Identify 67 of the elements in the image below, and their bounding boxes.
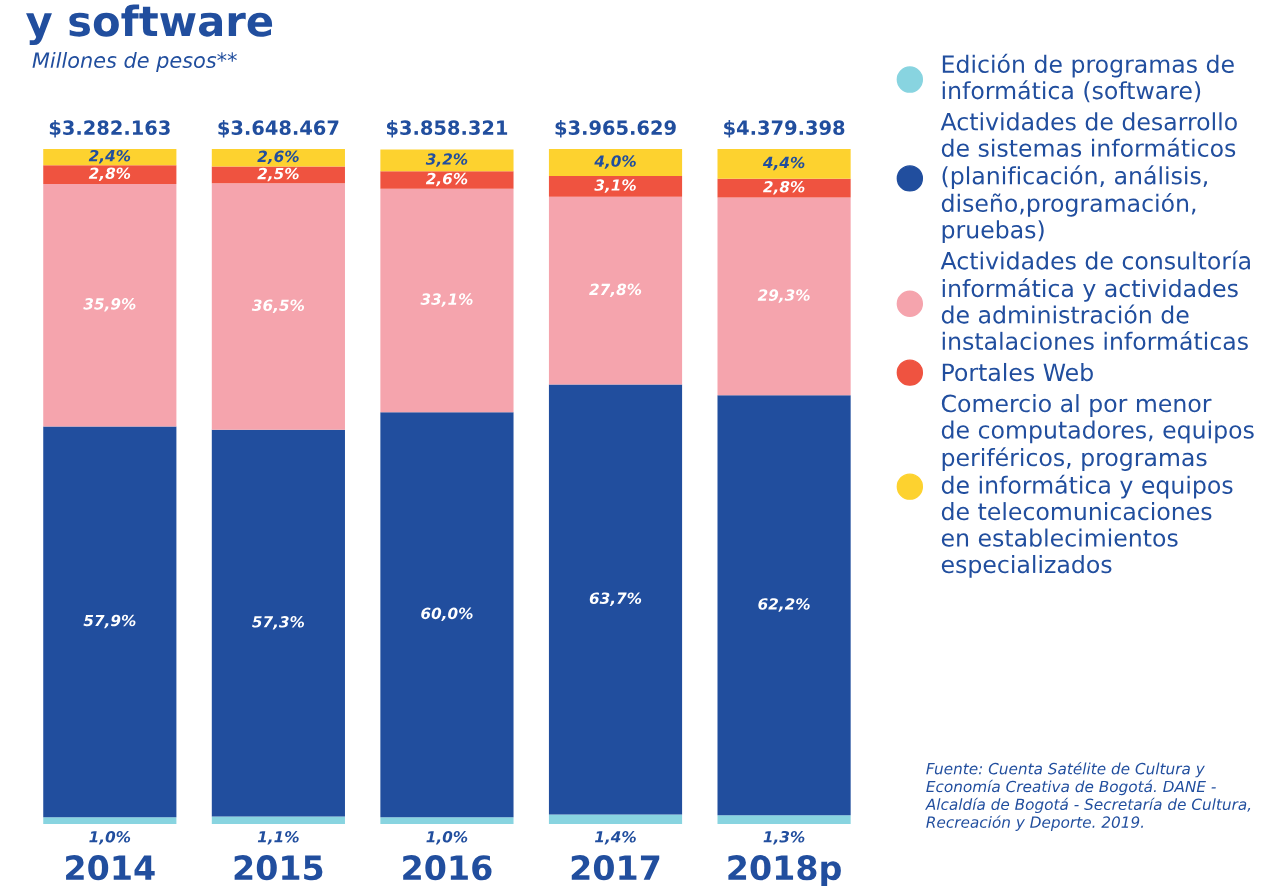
bar bbox=[43, 148, 177, 166]
bar bbox=[717, 815, 851, 824]
bar bbox=[717, 148, 851, 179]
data-label: 1,4% bbox=[594, 831, 636, 845]
data-label: 1,0% bbox=[89, 831, 131, 845]
data-label: 35,9% bbox=[83, 298, 136, 312]
bar bbox=[211, 183, 345, 430]
annotation: $4.379.398 bbox=[724, 119, 845, 138]
bar bbox=[43, 426, 177, 818]
legend-label: Portales Web bbox=[942, 362, 1093, 382]
bar bbox=[548, 196, 683, 385]
x-tick-label: 2015 bbox=[234, 855, 323, 881]
data-label: 57,9% bbox=[83, 614, 136, 629]
bar bbox=[380, 188, 514, 413]
bar bbox=[717, 197, 851, 396]
chart-subtitle: Millones de pesos** bbox=[32, 51, 237, 73]
data-label: 60,0% bbox=[421, 607, 473, 622]
data-label: 2,6% bbox=[425, 172, 468, 187]
data-label: 63,7% bbox=[589, 592, 642, 606]
data-label: 4,0% bbox=[594, 155, 636, 169]
bar bbox=[211, 816, 345, 824]
data-label: 57,3% bbox=[252, 616, 305, 630]
bar bbox=[380, 412, 514, 818]
bar bbox=[548, 148, 683, 176]
data-label: 2,5% bbox=[257, 167, 299, 182]
legend-label: Comercio al por menor de computadores, equipos periféricos, programas de informática y equipos de telecomunicaciones en establecimientos especializados bbox=[941, 394, 1254, 578]
data-label: 1,3% bbox=[763, 831, 805, 845]
legend-label: Edición de programas de informática (software) bbox=[942, 53, 1234, 103]
bar bbox=[548, 814, 683, 824]
data-label: 62,2% bbox=[758, 598, 810, 612]
x-tick-label: 2017 bbox=[571, 855, 660, 881]
legend-label: Actividades de desarrollo de sistemas informáticos (planificación, análisis, diseño,programación, pruebas) bbox=[940, 112, 1237, 244]
bar bbox=[43, 165, 177, 185]
data-label: 3,1% bbox=[594, 179, 636, 193]
legend-label: Actividades de consultoría informática y actividades de administración de instalaciones informáticas bbox=[940, 250, 1250, 351]
data-label: 3,2% bbox=[425, 153, 468, 167]
x-tick-label: 2014 bbox=[66, 855, 155, 881]
bar bbox=[380, 817, 514, 824]
data-label: 2,6% bbox=[257, 150, 299, 165]
data-label: 2,8% bbox=[88, 167, 131, 181]
data-label: 2,4% bbox=[88, 149, 131, 164]
bar bbox=[380, 171, 514, 189]
data-label: 4,4% bbox=[762, 156, 805, 171]
data-label: 1,0% bbox=[426, 831, 468, 845]
annotation: $3.858.321 bbox=[386, 119, 508, 138]
data-label: 33,1% bbox=[420, 293, 473, 307]
bar bbox=[43, 184, 177, 427]
data-label: 29,3% bbox=[757, 289, 810, 303]
annotation: $3.965.629 bbox=[555, 119, 676, 138]
annotation: $3.282.163 bbox=[49, 119, 170, 138]
bar bbox=[380, 149, 514, 172]
chart-title: y software bbox=[26, 4, 273, 46]
data-label: 27,8% bbox=[589, 283, 642, 298]
bar bbox=[717, 395, 851, 816]
bar bbox=[43, 817, 177, 824]
data-label: 36,5% bbox=[251, 299, 305, 313]
bar bbox=[548, 175, 683, 197]
bar bbox=[211, 166, 345, 184]
data-label: 1,1% bbox=[257, 831, 299, 845]
data-label: 2,8% bbox=[763, 180, 805, 195]
x-tick-label: 2016 bbox=[403, 855, 492, 881]
bar bbox=[717, 178, 851, 198]
x-tick-label: 2018p bbox=[728, 855, 841, 886]
annotation: $3.648.467 bbox=[218, 119, 339, 138]
bar bbox=[211, 429, 345, 817]
bar bbox=[548, 384, 683, 815]
source-note: Fuente: Cuenta Satélite de Cultura y Economía Creativa de Bogotá. DANE - Alcaldía de Bogotá - Secretaría de Cultura, Recreación y Deporte. 2019. bbox=[925, 761, 1251, 831]
